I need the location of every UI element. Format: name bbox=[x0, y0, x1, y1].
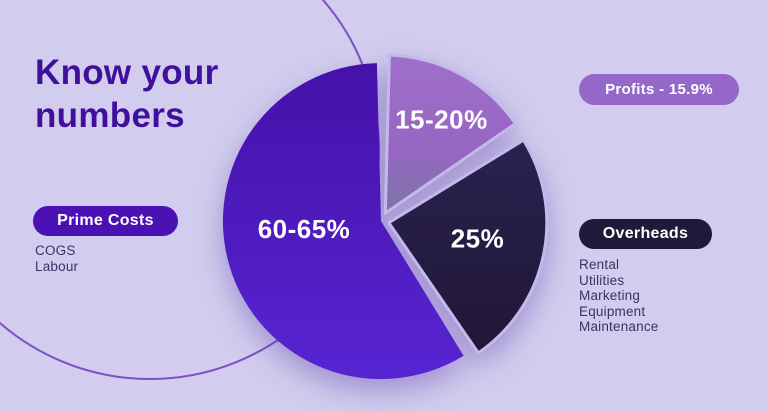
list-item: Equipment bbox=[579, 303, 646, 319]
page-title-line-2: numbers bbox=[35, 96, 185, 135]
profits-badge: Profits - 15.9% bbox=[579, 74, 739, 105]
pie-slices-group: 60-65% 25% 15-20% bbox=[222, 53, 549, 380]
pie-slice-prime-costs bbox=[222, 63, 464, 380]
profits-badge-label: Profits - 15.9% bbox=[605, 81, 713, 98]
slice-value-label-overheads: 25% bbox=[451, 223, 505, 253]
list-item: Rental bbox=[579, 257, 620, 272]
overheads-badge: Overheads bbox=[579, 219, 712, 249]
pie-slice-overheads bbox=[387, 138, 549, 355]
pie-slice-profits bbox=[383, 53, 517, 215]
list-item: Maintenance bbox=[579, 319, 659, 335]
page-title: Know your numbers bbox=[35, 51, 219, 137]
prime-costs-list: COGS Labour bbox=[35, 243, 78, 274]
overheads-list: Rental Utilities Marketing Equipment Mai… bbox=[579, 257, 659, 335]
overheads-badge-label: Overheads bbox=[602, 225, 689, 242]
list-item: Utilities bbox=[579, 272, 625, 288]
prime-costs-badge-label: Prime Costs bbox=[57, 212, 154, 229]
list-item: Marketing bbox=[579, 288, 641, 304]
slice-value-label-prime-costs: 60-65% bbox=[258, 214, 351, 244]
slice-value-label-profits: 15-20% bbox=[395, 105, 488, 135]
page-title-line-1: Know your bbox=[35, 53, 219, 92]
list-item: Labour bbox=[35, 258, 79, 274]
list-item: COGS bbox=[35, 243, 76, 258]
prime-costs-badge: Prime Costs bbox=[33, 206, 178, 236]
